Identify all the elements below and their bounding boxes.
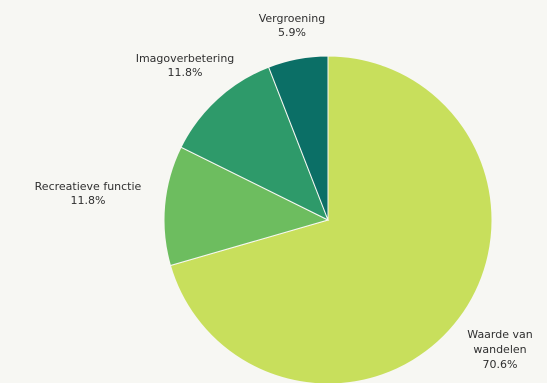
slice-value-label: 5.9%: [278, 26, 306, 39]
pie-slice-vergroening: [267, 55, 329, 221]
slice-name-label: Imagoverbetering: [136, 52, 235, 65]
slice-label-recreatieve-functie: Recreatieve functie 11.8%: [35, 180, 142, 207]
slice-label-waarde-van-wandelen: Waarde van wandelen 70.6%: [467, 328, 532, 371]
slice-value-label: 11.8%: [168, 66, 203, 79]
pie-slice-imagoverbetering: [180, 66, 329, 222]
slice-name-label: wandelen: [473, 343, 526, 356]
slice-name-label: Vergroening: [259, 12, 326, 25]
slice-name-label: Waarde van: [467, 328, 532, 341]
pie-labels: Waarde van wandelen 70.6% Recreatieve funct…: [35, 12, 533, 371]
pie-slice-recreatieve-functie: [163, 146, 330, 267]
slice-label-vergroening: Vergroening 5.9%: [259, 12, 326, 39]
slice-label-imagoverbetering: Imagoverbetering 11.8%: [136, 52, 235, 79]
slice-value-label: 11.8%: [71, 194, 106, 207]
slice-value-label: 70.6%: [483, 358, 518, 371]
pie-slice-waarde-van-wandelen: [169, 55, 493, 383]
pie-slices: [163, 55, 493, 383]
slice-name-label: Recreatieve functie: [35, 180, 142, 193]
